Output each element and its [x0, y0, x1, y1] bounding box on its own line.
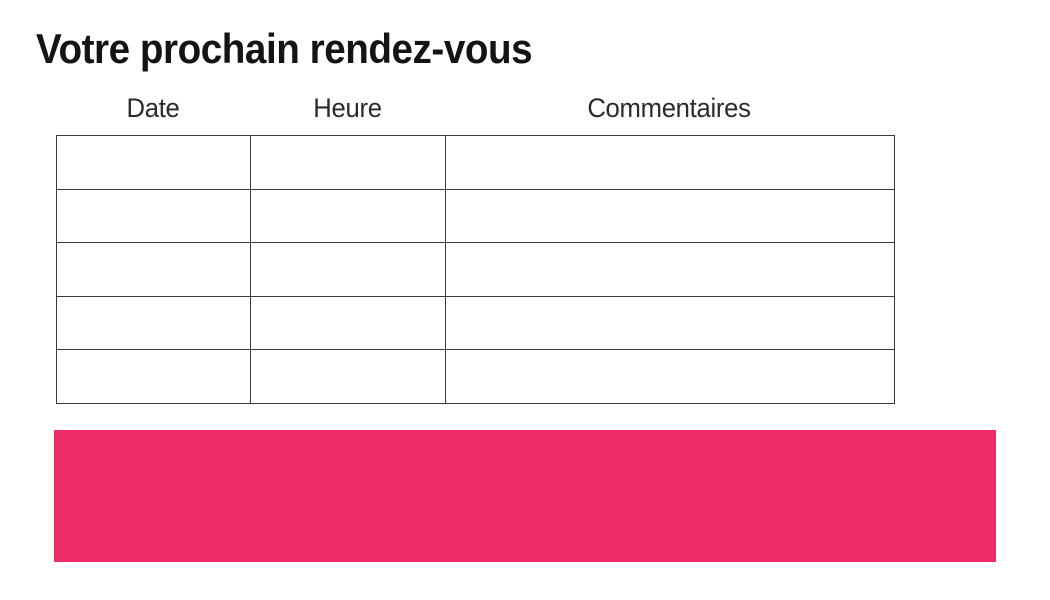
page-title: Votre prochain rendez-vous: [36, 25, 533, 72]
table-cell: [445, 188, 895, 244]
column-header-heure: Heure: [313, 93, 382, 123]
table-cell: [250, 349, 446, 404]
table-cell: [250, 242, 446, 297]
appointments-table: [56, 135, 895, 404]
table-cell: [56, 188, 251, 244]
table-row: [56, 188, 895, 244]
table-cell: [250, 295, 446, 351]
table-cell: [56, 295, 251, 351]
table-row: [56, 135, 895, 190]
table-cell: [250, 188, 446, 244]
column-header-commentaires: Commentaires: [587, 93, 751, 123]
table-cell: [445, 242, 895, 297]
highlight-banner: [54, 430, 996, 562]
table-cell: [250, 135, 446, 190]
table-cell: [445, 295, 895, 351]
table-cell: [445, 135, 895, 190]
table-row: [56, 242, 895, 297]
table-header-row: Date Heure Commentaires: [56, 92, 893, 124]
appointments-table-body: [56, 135, 895, 404]
table-row: [56, 295, 895, 351]
table-row: [56, 349, 895, 404]
column-header-date: Date: [126, 93, 180, 123]
table-cell: [445, 349, 895, 404]
table-cell: [56, 135, 251, 190]
table-cell: [56, 349, 251, 404]
table-cell: [56, 242, 251, 297]
